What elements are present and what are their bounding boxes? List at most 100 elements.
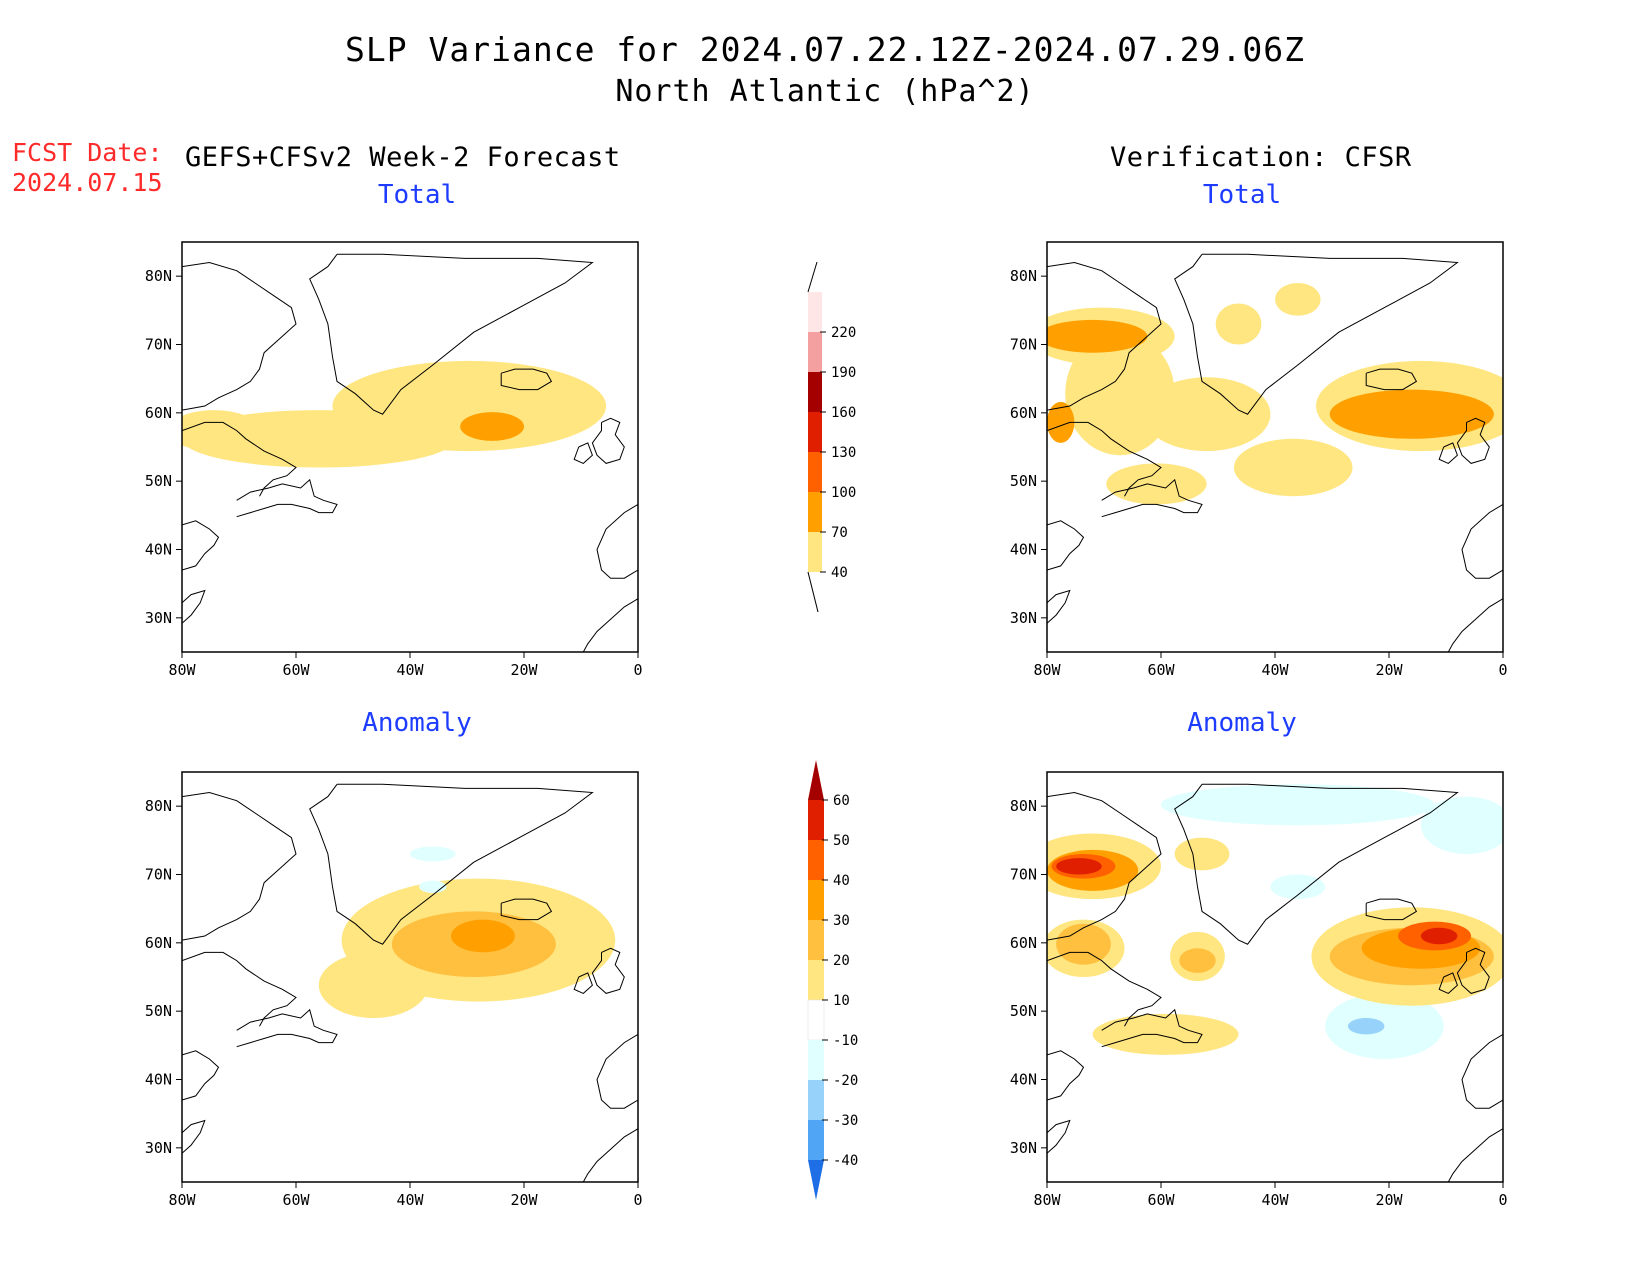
lat-tick-label: 60N: [145, 404, 172, 422]
coastline: [596, 1033, 638, 1109]
colorbar-anomaly-swatch: [807, 999, 825, 1041]
coastline: [573, 442, 593, 464]
lat-tick-label: 60N: [1010, 404, 1037, 422]
contour-region: [1056, 923, 1111, 965]
contour-region: [1106, 463, 1207, 505]
lat-tick-label: 30N: [1010, 609, 1037, 627]
lon-tick-label: 60W: [1147, 1191, 1175, 1209]
colorbar-anomaly-label: 30: [833, 913, 850, 929]
contour-region: [1047, 401, 1075, 443]
lat-tick-label: 80N: [145, 797, 172, 815]
lat-tick-label: 30N: [145, 609, 172, 627]
lon-tick-label: 80W: [168, 1191, 196, 1209]
coastline: [182, 520, 220, 571]
colorbar-anomaly-swatch: [808, 960, 824, 1000]
colorbar-total: 40 70 100 130 160 190 220: [807, 261, 856, 613]
coastline: [582, 598, 638, 652]
colorbar-anomaly-label: 10: [833, 993, 850, 1009]
colorbar-total-label: 160: [831, 405, 856, 421]
coastline: [1047, 421, 1162, 497]
lon-tick-label: 60W: [282, 1191, 310, 1209]
colorbar-anomaly-label: -10: [833, 1033, 858, 1049]
coastline: [1365, 898, 1418, 921]
lon-tick-label: 60W: [282, 661, 310, 679]
colorbar-total-label: 130: [831, 445, 856, 461]
panel-title-verification-total: Total: [1202, 180, 1282, 210]
coastline: [182, 1050, 220, 1101]
coastline: [591, 417, 625, 464]
contour-region: [1275, 283, 1321, 316]
colorbar-anomaly-swatch: [808, 880, 824, 920]
coastline: [182, 1119, 206, 1154]
colorbar-anomaly-arrow-top: [808, 760, 824, 800]
lat-tick-label: 80N: [145, 267, 172, 285]
coastline: [309, 253, 594, 415]
coastline: [1047, 791, 1162, 941]
lon-tick-label: 40W: [396, 1191, 424, 1209]
contour-region: [1420, 796, 1503, 854]
contour-region: [1179, 948, 1216, 973]
contour-region: [1056, 858, 1102, 875]
lat-tick-label: 30N: [145, 1139, 172, 1157]
chart-title: SLP Variance for 2024.07.22.12Z-2024.07.…: [345, 30, 1305, 69]
contour-region: [1270, 874, 1326, 900]
colorbar-total-label: 40: [831, 565, 848, 581]
colorbar-total-arrow: [807, 571, 819, 613]
coastline: [573, 972, 593, 994]
lon-tick-label: 40W: [1261, 1191, 1289, 1209]
colorbar-total-swatch: [808, 332, 822, 372]
coastline: [1438, 972, 1458, 994]
colorbar-total-swatch: [808, 372, 822, 412]
coastline: [1456, 947, 1490, 994]
coastline: [1047, 1050, 1085, 1101]
contour-region: [1347, 1017, 1385, 1035]
coastline: [1456, 417, 1490, 464]
colorbar-total-label: 70: [831, 525, 848, 541]
colorbar-total-swatch: [808, 532, 822, 572]
coastline: [1174, 253, 1459, 415]
colorbar-anomaly-swatch: [808, 840, 824, 880]
colorbar-anomaly-label: -40: [833, 1153, 858, 1169]
coastline: [182, 951, 297, 1027]
lat-tick-label: 40N: [145, 1071, 172, 1089]
coastline: [1461, 503, 1503, 579]
coastline: [236, 1008, 338, 1048]
colorbar-total-label: 220: [831, 325, 856, 341]
lon-tick-label: 20W: [510, 1191, 538, 1209]
lat-tick-label: 30N: [1010, 1139, 1037, 1157]
colorbar-anomaly: 60 50 40 30 20 10 -10 -20 -30 -40: [807, 760, 858, 1200]
contour-region: [460, 412, 524, 441]
lat-tick-label: 60N: [1010, 934, 1037, 952]
colorbar-anomaly-arrow-bottom: [808, 1160, 824, 1200]
colorbar-total-label: 100: [831, 485, 856, 501]
lon-tick-label: 40W: [396, 661, 424, 679]
coastline: [236, 478, 338, 518]
panel-title-forecast-total: Total: [377, 180, 457, 210]
contour-region: [318, 952, 429, 1018]
lon-tick-label: 0: [1498, 1191, 1507, 1209]
contour-region: [1047, 319, 1148, 353]
colorbar-anomaly-swatch: [808, 800, 824, 840]
contour-region: [1420, 927, 1458, 945]
contour-region: [1233, 438, 1353, 497]
lat-tick-label: 50N: [145, 1002, 172, 1020]
contour-region: [410, 846, 456, 862]
colorbar-anomaly-label: 60: [833, 793, 850, 809]
contour-region: [1329, 389, 1494, 439]
colorbar-anomaly-label: 40: [833, 873, 850, 889]
coastline: [1047, 520, 1085, 571]
lat-tick-label: 50N: [145, 472, 172, 490]
coastline: [1047, 589, 1071, 624]
coastline: [582, 1128, 638, 1182]
coastline: [500, 368, 553, 391]
colorbar-total-swatch: [808, 492, 822, 532]
forecast-column-heading: GEFS+CFSv2 Week-2 Forecast: [185, 142, 621, 173]
colorbar-anomaly-label: -20: [833, 1073, 858, 1089]
lon-tick-label: 20W: [510, 661, 538, 679]
contour-region: [451, 919, 515, 953]
contour-region: [1142, 377, 1271, 452]
colorbar-anomaly-swatch: [808, 1040, 824, 1080]
coastline: [182, 261, 297, 411]
lon-tick-label: 0: [633, 661, 642, 679]
colorbar-anomaly-label: 20: [833, 953, 850, 969]
